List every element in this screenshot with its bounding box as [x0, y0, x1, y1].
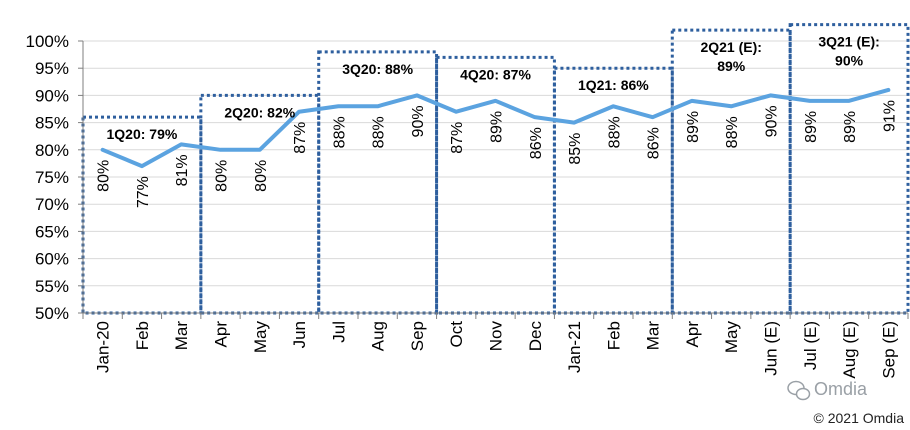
y-tick-label: 50% — [35, 304, 69, 323]
data-label: 81% — [174, 154, 191, 186]
quarter-labels: 1Q20: 79% 2Q20: 82% 3Q20: 88% 4Q20: 87% 1Q21… — [107, 34, 880, 142]
x-tick-label: Aug (E) — [840, 321, 859, 379]
x-tick-label: Nov — [487, 321, 506, 352]
data-label: 88% — [606, 116, 623, 148]
wechat-icon — [787, 380, 811, 401]
x-tick-label: Feb — [133, 321, 152, 350]
data-label: 88% — [724, 116, 741, 148]
data-label: 80% — [214, 160, 231, 192]
data-label: 90% — [410, 105, 427, 137]
x-tick-label: Mar — [172, 321, 191, 351]
y-tick-label: 85% — [35, 114, 69, 133]
y-tick-label: 60% — [35, 250, 69, 269]
y-tick-label: 65% — [35, 222, 69, 241]
series-line — [100, 87, 891, 169]
x-tick-label: Feb — [604, 321, 623, 350]
data-label: 89% — [842, 111, 859, 143]
data-label: 89% — [685, 111, 702, 143]
watermark: Omdia — [787, 379, 868, 401]
x-tick-label: Jul (E) — [801, 321, 820, 370]
x-tick-label: Oct — [447, 321, 466, 348]
axes — [82, 41, 908, 314]
watermark-text: Omdia — [814, 379, 868, 399]
x-tick-label: Jan-21 — [565, 321, 584, 373]
y-tick-label: 100% — [26, 32, 69, 51]
quarter-label: 2Q21 (E): — [700, 39, 761, 55]
x-tick-label: Jun — [290, 321, 309, 348]
copyright-text: © 2021 Omdia — [814, 410, 905, 426]
x-tick-label: Sep (E) — [879, 321, 898, 379]
data-label: 87% — [449, 122, 466, 154]
x-tick-label: Jan-20 — [94, 321, 113, 373]
y-tick-label: 75% — [35, 168, 69, 187]
data-label: 86% — [646, 127, 663, 159]
quarter-box — [670, 28, 792, 315]
x-tick-label: Jul — [329, 321, 348, 343]
x-tick-label: Sep — [408, 321, 427, 351]
data-label: 87% — [292, 122, 309, 154]
series-polyline — [100, 87, 891, 169]
data-label: 88% — [371, 116, 388, 148]
quarter-label: 4Q20: 87% — [460, 66, 531, 82]
y-tick-label: 80% — [35, 141, 69, 160]
data-label: 91% — [881, 100, 898, 132]
data-label: 90% — [764, 105, 781, 137]
quarter-label: 2Q20: 82% — [224, 104, 295, 120]
data-label: 80% — [96, 160, 113, 192]
quarter-label: 3Q21 (E): — [818, 34, 879, 50]
quarter-label: 1Q21: 86% — [578, 77, 649, 93]
data-label: 80% — [253, 160, 270, 192]
x-tick-label: Mar — [644, 321, 663, 351]
y-axis-ticks: 50% 55% 60% 65% 70% 75% 80% 85% 90% 95% 100% — [26, 32, 83, 323]
data-label: 88% — [331, 116, 348, 148]
quarter-label: 1Q20: 79% — [107, 126, 178, 142]
data-labels: 80% 77% 81% 80% 80% 87% 88% 88% 90% 87% 89% 86% 85% 8… — [96, 100, 899, 208]
data-label: 89% — [803, 111, 820, 143]
data-label: 89% — [489, 111, 506, 143]
x-tick-label: May — [722, 321, 741, 354]
quarter-box — [788, 23, 910, 315]
y-tick-label: 55% — [35, 277, 69, 296]
data-label: 85% — [567, 133, 584, 165]
quarter-label: 89% — [717, 58, 746, 74]
y-tick-label: 90% — [35, 86, 69, 105]
x-axis-ticks: Jan-20 Feb Mar Apr May Jun Jul Aug Sep Oct Nov Dec J… — [82, 313, 909, 379]
data-label: 77% — [135, 176, 152, 208]
x-tick-label: May — [251, 321, 270, 354]
x-tick-label: Apr — [683, 321, 702, 348]
x-tick-label: Jun (E) — [762, 321, 781, 376]
x-tick-label: Dec — [526, 321, 545, 352]
y-tick-label: 70% — [35, 195, 69, 214]
quarter-label: 3Q20: 88% — [342, 61, 413, 77]
quarter-box — [317, 50, 439, 315]
quarter-label: 90% — [835, 53, 864, 69]
x-tick-label: Aug — [369, 321, 388, 351]
data-label: 86% — [528, 127, 545, 159]
y-tick-label: 95% — [35, 59, 69, 78]
x-tick-label: Apr — [212, 321, 231, 348]
